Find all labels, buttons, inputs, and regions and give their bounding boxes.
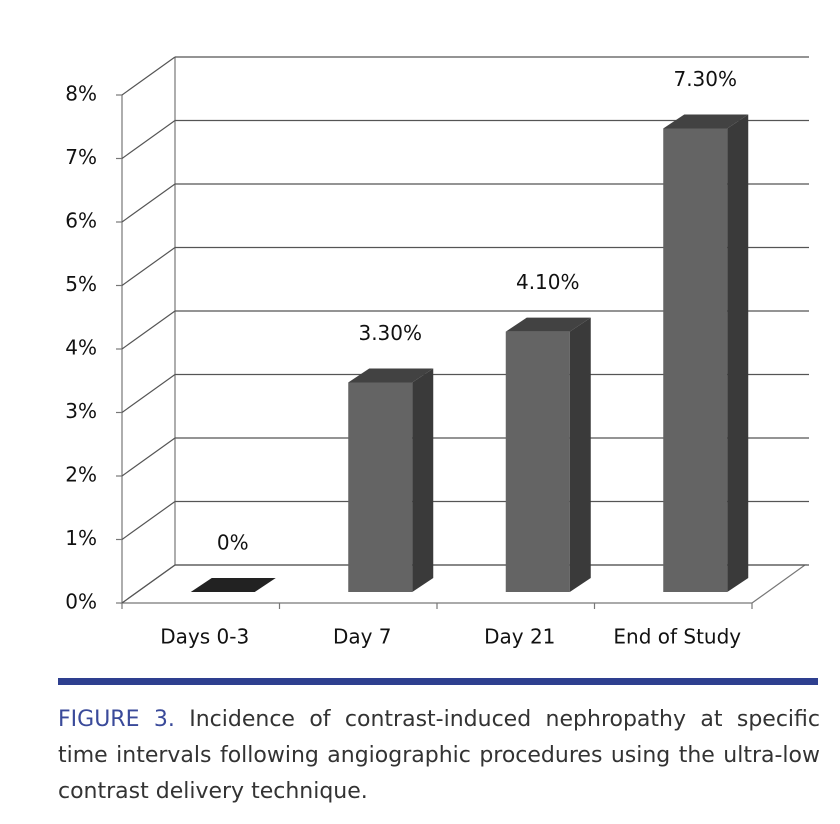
bar-top (505, 317, 591, 332)
x-tick-label: End of Study (613, 625, 741, 649)
divider (58, 678, 818, 685)
grid-line (121, 247, 176, 286)
y-tick-label: 7% (65, 145, 97, 169)
y-tick-label: 5% (65, 272, 97, 296)
y-tick-label: 8% (65, 82, 97, 106)
grid-line (121, 437, 176, 477)
y-tick-label: 6% (65, 209, 97, 233)
grid-line (121, 501, 176, 540)
grid-line (121, 120, 176, 159)
y-tick-label: 3% (65, 399, 97, 423)
bar (663, 128, 728, 592)
y-tick-label: 0% (65, 590, 97, 614)
data-label: 7.30% (673, 67, 737, 91)
caption-text: Incidence of contrast-induced nephropath… (58, 707, 820, 804)
bar (505, 331, 570, 592)
data-label: 3.30% (358, 321, 422, 345)
bar (348, 382, 413, 592)
grid-line (121, 374, 176, 413)
x-tick-label: Day 7 (333, 625, 392, 649)
bar-top (348, 368, 434, 383)
grid-line (121, 564, 176, 604)
y-tick-label: 4% (65, 336, 97, 360)
caption-label: FIGURE 3. (58, 707, 175, 732)
grid-line (121, 310, 176, 350)
bar (190, 578, 276, 592)
bar-top (663, 114, 749, 129)
data-label: 4.10% (516, 270, 580, 294)
data-label: 0% (217, 531, 249, 555)
y-tick-label: 1% (65, 526, 97, 550)
bar-side (727, 114, 749, 592)
caption: FIGURE 3. Incidence of contrast-induced … (58, 702, 820, 810)
grid-line (121, 183, 176, 223)
grid-line (121, 56, 176, 96)
bar-side (412, 368, 434, 592)
x-tick-label: Days 0-3 (160, 625, 249, 649)
y-tick-label: 2% (65, 463, 97, 487)
bar-side (569, 317, 591, 592)
x-tick-label: Day 21 (484, 625, 555, 649)
chart: 0% 1% 2% 3% 4% 5% 6% 7% 8% Days 0-3 0% Day 7 3.30% Da… (65, 56, 809, 649)
